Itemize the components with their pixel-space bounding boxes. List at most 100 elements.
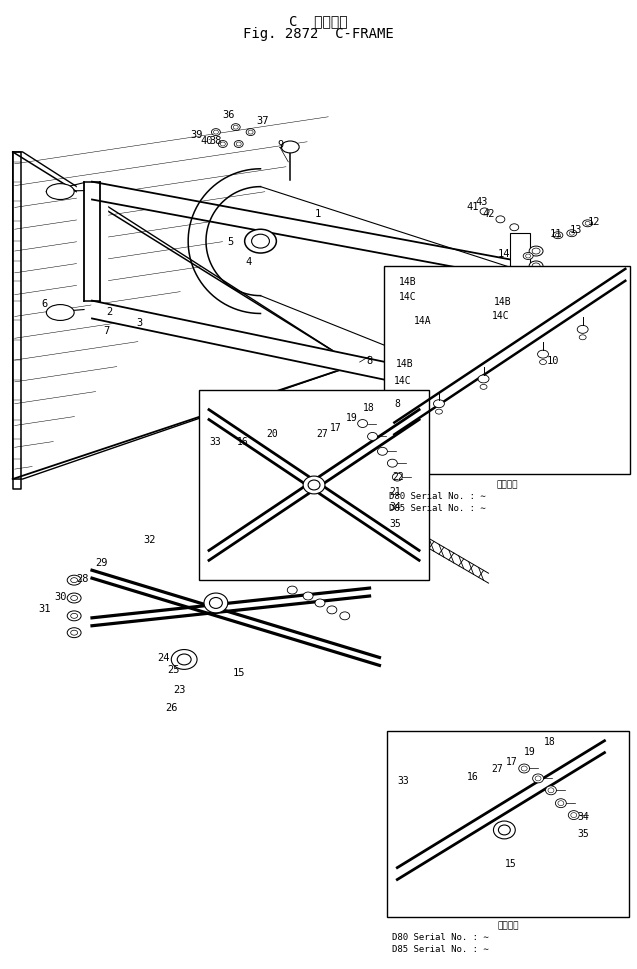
Ellipse shape — [327, 607, 337, 614]
Text: 14B: 14B — [396, 359, 414, 368]
Ellipse shape — [71, 578, 78, 583]
Ellipse shape — [340, 612, 350, 620]
Text: 14A: 14A — [414, 316, 432, 327]
Text: 14C: 14C — [492, 311, 509, 321]
Ellipse shape — [71, 596, 78, 601]
Ellipse shape — [236, 142, 241, 147]
Ellipse shape — [220, 142, 225, 147]
Ellipse shape — [545, 786, 556, 795]
Bar — [199, 391, 429, 580]
Ellipse shape — [558, 801, 564, 806]
Ellipse shape — [218, 141, 227, 148]
Ellipse shape — [378, 448, 387, 455]
Ellipse shape — [585, 222, 590, 226]
Text: 16: 16 — [237, 437, 248, 447]
Text: 14B: 14B — [399, 276, 417, 287]
Text: 32: 32 — [143, 534, 155, 544]
Text: 15: 15 — [233, 668, 245, 677]
Text: 26: 26 — [165, 703, 178, 712]
Text: 14C: 14C — [394, 376, 412, 386]
Ellipse shape — [529, 274, 543, 285]
Text: 41: 41 — [466, 203, 479, 212]
Bar — [387, 731, 629, 918]
Text: 37: 37 — [256, 116, 269, 126]
Text: 6: 6 — [41, 298, 48, 308]
Text: 42: 42 — [482, 209, 495, 219]
Ellipse shape — [233, 126, 238, 130]
Ellipse shape — [540, 360, 547, 365]
Ellipse shape — [510, 225, 519, 232]
Bar — [510, 367, 530, 397]
Text: 4: 4 — [245, 257, 252, 266]
Text: 18: 18 — [544, 736, 555, 746]
Polygon shape — [13, 153, 340, 480]
Ellipse shape — [71, 631, 78, 636]
Ellipse shape — [533, 774, 543, 783]
Ellipse shape — [210, 598, 222, 609]
Text: 29: 29 — [96, 558, 108, 568]
Ellipse shape — [308, 481, 320, 490]
Text: 34: 34 — [578, 811, 589, 822]
Text: 3: 3 — [136, 318, 143, 328]
Text: Fig. 2872  C-FRAME: Fig. 2872 C-FRAME — [243, 27, 394, 41]
Ellipse shape — [478, 376, 489, 384]
Ellipse shape — [204, 593, 228, 613]
Ellipse shape — [287, 586, 297, 594]
Text: 18: 18 — [362, 402, 375, 412]
Ellipse shape — [529, 262, 543, 271]
Text: 12: 12 — [587, 217, 600, 227]
Ellipse shape — [532, 276, 540, 283]
Text: 17: 17 — [506, 756, 518, 766]
Text: 25: 25 — [167, 665, 180, 674]
Ellipse shape — [177, 654, 191, 666]
Text: 19: 19 — [346, 412, 357, 422]
Ellipse shape — [211, 130, 220, 137]
Ellipse shape — [357, 421, 368, 428]
Ellipse shape — [68, 611, 81, 621]
Text: 7: 7 — [104, 326, 110, 336]
Ellipse shape — [171, 650, 197, 670]
Ellipse shape — [555, 798, 566, 808]
Text: 適用号等: 適用号等 — [497, 921, 519, 929]
Ellipse shape — [480, 208, 489, 216]
Ellipse shape — [303, 477, 325, 494]
Ellipse shape — [234, 141, 243, 148]
Ellipse shape — [532, 249, 540, 255]
Ellipse shape — [569, 232, 574, 235]
Text: 5: 5 — [227, 236, 234, 247]
Text: 33: 33 — [209, 437, 220, 447]
Text: D85 Serial No. : ∼: D85 Serial No. : ∼ — [389, 503, 486, 513]
Text: 16: 16 — [467, 771, 478, 782]
Ellipse shape — [523, 253, 533, 261]
Text: C  フレーム: C フレーム — [289, 15, 347, 28]
Text: 1: 1 — [315, 209, 321, 219]
Ellipse shape — [68, 576, 81, 585]
Text: 9: 9 — [277, 140, 283, 150]
Ellipse shape — [567, 231, 576, 237]
Ellipse shape — [538, 351, 548, 359]
Ellipse shape — [434, 400, 445, 408]
Ellipse shape — [529, 247, 543, 257]
Text: D80 Serial No. : ∼: D80 Serial No. : ∼ — [392, 932, 489, 941]
Ellipse shape — [535, 776, 541, 781]
Text: 31: 31 — [38, 604, 51, 613]
Text: 39: 39 — [191, 130, 203, 140]
Ellipse shape — [568, 811, 579, 820]
Text: 20: 20 — [266, 429, 278, 439]
Text: D80 Serial No. : ∼: D80 Serial No. : ∼ — [389, 491, 486, 500]
Ellipse shape — [47, 184, 74, 201]
Text: 27: 27 — [316, 429, 328, 439]
Text: 33: 33 — [397, 775, 409, 786]
Ellipse shape — [315, 600, 325, 608]
Text: D85 Serial No. : ∼: D85 Serial No. : ∼ — [392, 944, 489, 953]
Polygon shape — [92, 182, 519, 279]
Ellipse shape — [231, 125, 240, 132]
Text: 8: 8 — [394, 398, 400, 408]
Text: 23: 23 — [173, 684, 185, 695]
Ellipse shape — [436, 410, 443, 415]
Text: 19: 19 — [524, 746, 536, 756]
Text: 13: 13 — [569, 225, 582, 235]
Ellipse shape — [245, 230, 276, 254]
Ellipse shape — [213, 131, 218, 135]
Text: 35: 35 — [389, 518, 401, 528]
